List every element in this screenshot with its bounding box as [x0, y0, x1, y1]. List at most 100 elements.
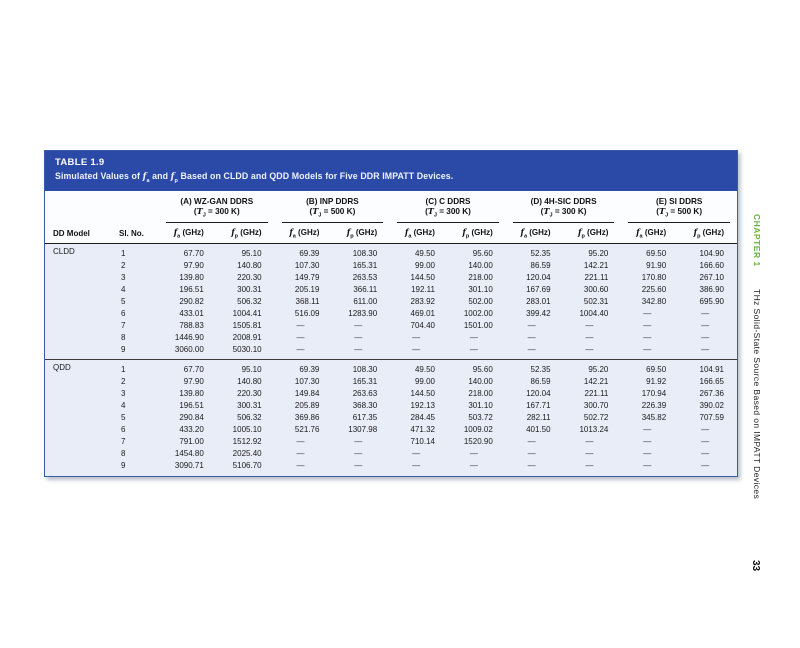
table-row: 2 97.90 140.80 107.30 165.31 99.00 140.00 86.59… [45, 259, 737, 271]
value-cell: 226.39 [641, 400, 667, 410]
group-temperature: (TJ = 500 K) [282, 206, 384, 219]
value-cell: — [701, 332, 710, 342]
value-cell: — [701, 460, 710, 470]
value-cell: — [469, 344, 478, 354]
value-cell: 104.90 [699, 248, 724, 258]
value-cell: 107.30 [294, 260, 320, 270]
value-cell: 95.10 [216, 359, 275, 376]
value-cell: — [643, 448, 652, 458]
value-cell: — [643, 320, 652, 330]
caption-text: Based on CLDD and QDD Models for Five DD… [178, 171, 454, 181]
unit-label: (GHz) [469, 227, 493, 237]
value-cell: — [643, 460, 652, 470]
temperature-value: 300 K [215, 207, 237, 217]
value-cell: 502.31 [583, 296, 609, 306]
value-cell: 611.00 [353, 296, 378, 306]
paren: ) [699, 207, 703, 217]
temperature-value: 500 K [677, 207, 700, 217]
value-cell: 52.35 [505, 359, 564, 376]
value-cell: 707.59 [699, 412, 724, 422]
value-cell: 91.90 [646, 260, 667, 270]
value-cell: — [354, 320, 363, 330]
value-cell: 3060.00 [174, 344, 204, 354]
col-header-frequency: fa (GHz) [274, 223, 333, 245]
value-cell: 196.51 [179, 284, 204, 294]
value-cell: — [469, 448, 478, 458]
subscript: p [697, 233, 701, 240]
column-header-row: DD Model Sl. No. fa (GHz) fp (GHz) fa (GHz) f… [45, 223, 737, 245]
subscript: p [581, 233, 585, 240]
value-cell: 1446.90 [174, 332, 204, 342]
table-row: 3 139.80 220.30 149.84 263.63 144.50 218.00 120… [45, 387, 737, 399]
col-header-frequency: fa (GHz) [159, 223, 217, 245]
value-cell: — [354, 436, 363, 446]
serial-number-cell: 4 [121, 284, 126, 294]
paren: ) [236, 207, 240, 217]
value-cell: 1520.90 [463, 436, 493, 446]
subscript: a [292, 233, 296, 240]
value-cell: — [527, 460, 536, 470]
group-header: (A) WZ-GAN DDRS (TJ = 300 K) [159, 191, 275, 224]
value-cell: — [585, 332, 594, 342]
subscript: J [318, 212, 322, 219]
value-cell: 1501.00 [463, 320, 493, 330]
value-cell: 218.00 [468, 388, 493, 398]
serial-number-cell: 9 [121, 344, 126, 354]
value-cell: 140.80 [237, 376, 262, 386]
group-name: (C) C DDRS [425, 197, 471, 207]
value-cell: 502.00 [468, 296, 493, 306]
value-cell: 140.00 [468, 260, 493, 270]
group-header: (B) INP DDRS (TJ = 500 K) [274, 191, 391, 224]
value-cell: — [701, 448, 710, 458]
unit-label: (GHz) [353, 227, 378, 237]
value-cell: 218.00 [468, 272, 493, 282]
f-symbol: f [231, 226, 235, 237]
serial-number-cell: 8 [121, 448, 126, 458]
paren: ( [309, 207, 313, 217]
value-cell: 301.10 [468, 284, 493, 294]
value-cell: — [412, 332, 421, 342]
value-cell: 144.50 [410, 388, 435, 398]
chapter-label: CHAPTER 1 [752, 214, 762, 267]
value-cell: 225.60 [641, 284, 667, 294]
value-cell: 704.40 [410, 320, 435, 330]
subscript: a [146, 177, 150, 184]
f-symbol: f [289, 226, 293, 237]
col-header-frequency: fp (GHz) [447, 223, 506, 245]
value-cell: 139.80 [179, 388, 204, 398]
table-row: 2 97.90 140.80 107.30 165.31 99.00 140.00 86.59… [45, 375, 737, 387]
value-cell: 433.01 [179, 308, 204, 318]
value-cell: 433.20 [179, 424, 204, 434]
serial-number-cell: 3 [121, 388, 126, 398]
paren: ) [352, 207, 356, 217]
group-header: (E) SI DDRS (TJ = 500 K) [621, 191, 737, 224]
value-cell: 521.76 [294, 424, 320, 434]
f-symbol: f [577, 226, 582, 237]
value-cell: 300.70 [583, 400, 609, 410]
value-cell: 283.92 [410, 296, 435, 306]
col-header-frequency: fa (GHz) [621, 223, 680, 245]
value-cell: 139.80 [179, 272, 204, 282]
value-cell: 342.80 [641, 296, 667, 306]
group-name: (D) 4H-SIC DDRS [530, 197, 597, 207]
value-cell: 290.84 [179, 412, 204, 422]
value-cell: — [412, 448, 421, 458]
table-row: 8 1454.80 2025.40 — — — — — — — — [45, 447, 737, 459]
value-cell: — [527, 332, 536, 342]
table-row: 7 791.00 1512.92 — — 710.14 1520.90 — — — — [45, 435, 737, 447]
value-cell: 192.13 [410, 400, 435, 410]
col-header-frequency: fp (GHz) [679, 223, 737, 245]
value-cell: 142.21 [583, 260, 609, 270]
value-cell: 140.00 [468, 376, 493, 386]
f-symbol: f [636, 226, 640, 237]
value-cell: — [354, 448, 363, 458]
unit-label: (GHz) [411, 227, 435, 237]
paren: ( [656, 207, 659, 217]
value-cell: — [527, 344, 536, 354]
value-cell: 366.11 [353, 284, 378, 294]
value-cell: — [643, 424, 652, 434]
group-header: (D) 4H-SIC DDRS (TJ = 300 K) [505, 191, 622, 224]
value-cell: — [701, 424, 710, 434]
group-header-box: (B) INP DDRS (TJ = 500 K) [281, 196, 384, 224]
